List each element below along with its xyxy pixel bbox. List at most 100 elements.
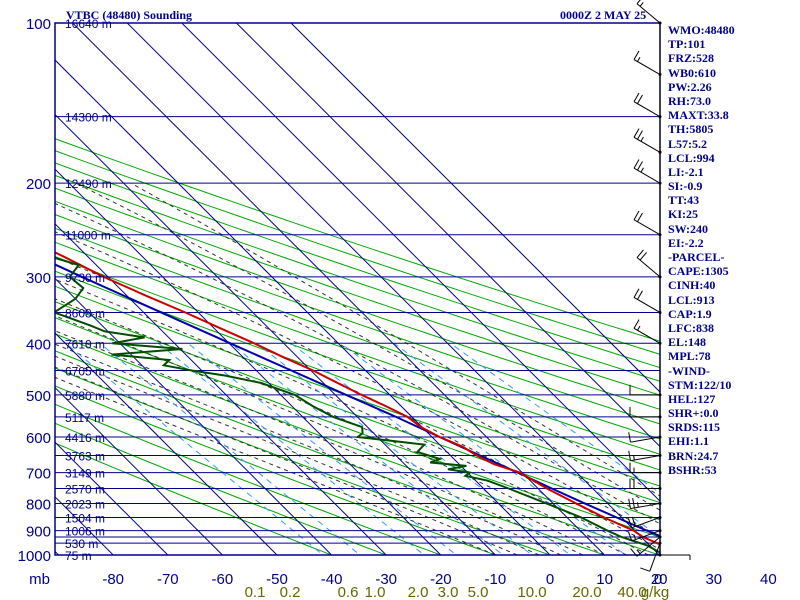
date-title: 0000Z 2 MAY 25 — [560, 8, 647, 22]
index-item: LCL:913 — [668, 292, 715, 307]
wind-barb — [629, 462, 662, 475]
wind-barb-flag — [633, 288, 640, 298]
mixing-ratio-label: 40.0 — [617, 584, 646, 600]
height-label: 3763 m — [65, 449, 105, 463]
wind-barb — [629, 406, 662, 419]
wind-barb-flag — [633, 454, 635, 461]
wind-barb-dot — [658, 393, 662, 397]
wind-profile — [627, 0, 691, 572]
height-label: 1504 m — [65, 511, 105, 525]
wind-barb-flag — [631, 516, 637, 527]
height-label: 2570 m — [65, 483, 105, 497]
wind-barb-shaft — [633, 136, 661, 153]
index-item: RH:73.0 — [668, 93, 711, 108]
isotherm — [55, 223, 387, 555]
wind-barb-dot — [658, 541, 662, 545]
wind-barb-dot — [658, 453, 662, 457]
wind-barb — [633, 50, 662, 77]
isotherm — [72, 23, 605, 555]
wind-barb-flag — [636, 0, 641, 5]
mixing-ratio-label: 1.0 — [365, 584, 386, 600]
temperature-tick-label: -30 — [375, 571, 397, 588]
index-item: FRZ:528 — [668, 51, 714, 66]
wind-barb-dot — [658, 233, 662, 237]
wind-barb — [633, 128, 662, 154]
index-item: EI:-2.2 — [668, 235, 704, 250]
temperature-trace — [55, 251, 660, 546]
height-label: 7610 m — [65, 337, 105, 351]
wind-barb-flag — [637, 212, 643, 222]
wind-barb-dot — [658, 73, 662, 77]
wind-barb-shaft — [636, 3, 661, 24]
mixing-ratio-line — [158, 342, 426, 555]
wind-barb-shaft — [631, 530, 661, 542]
temperature-tick-label: 0 — [654, 571, 662, 588]
wind-barb-shaft — [633, 101, 661, 118]
index-item: HEL:127 — [668, 391, 716, 406]
index-item: CAPE:1305 — [668, 264, 729, 279]
index-item: EL:148 — [668, 335, 707, 350]
wind-barb-flag — [630, 548, 638, 557]
height-label: 9730 m — [65, 271, 105, 285]
dry-adiabat — [55, 150, 660, 355]
dry-adiabat — [55, 187, 660, 396]
mixing-ratio-line — [290, 342, 572, 555]
index-item: TP:101 — [668, 37, 706, 52]
temperature-tick-label: -50 — [266, 571, 288, 588]
wind-barb — [628, 450, 662, 462]
mixing-ratio-line — [65, 342, 324, 555]
index-item: LI:-2.1 — [668, 164, 704, 179]
isotherm — [236, 23, 660, 448]
wind-barb-flag — [639, 252, 647, 261]
mixing-ratio-label: 10.0 — [517, 584, 546, 600]
height-label: 5117 m — [65, 411, 104, 425]
height-label: 75 m — [65, 549, 92, 563]
isotherm — [181, 23, 660, 502]
isotherm — [0, 23, 4, 555]
height-label: 1006 m — [65, 525, 105, 539]
dry-adiabat — [55, 350, 607, 555]
wind-barb — [629, 478, 662, 491]
wind-barb-flag — [636, 502, 639, 508]
wind-barb-flag — [633, 534, 637, 540]
isotherm — [55, 441, 169, 555]
mixing-ratio-label: 0.1 — [245, 584, 266, 600]
temperature-tick-label: 30 — [705, 571, 722, 588]
index-item: PW:2.26 — [668, 79, 712, 94]
wind-barb-flag — [637, 130, 643, 140]
wind-barb-flag — [628, 498, 631, 509]
temperature-tick-label: -80 — [102, 571, 124, 588]
height-label: 530 m — [65, 537, 98, 551]
temperature-tick-label: -60 — [212, 571, 234, 588]
dry-adiabat — [55, 174, 660, 382]
wind-barb-dot — [658, 341, 662, 345]
wind-barb-flag — [633, 319, 640, 329]
station-title: VTBC (48480) Sounding — [66, 8, 193, 22]
pressure-tick-label: 700 — [26, 466, 51, 483]
mixing-ratio-label: 20.0 — [572, 584, 601, 600]
wind-barb-flag — [640, 167, 644, 173]
wind-barb-shaft — [633, 297, 661, 313]
wind-barb-flag — [640, 136, 644, 142]
wind-barb-shaft — [633, 167, 661, 184]
mixing-ratio-line — [99, 342, 361, 555]
wind-barb — [636, 0, 662, 25]
wind-barb-shaft — [630, 454, 661, 462]
wind-barb-dot — [658, 529, 662, 533]
wind-barb — [628, 432, 662, 443]
index-item: EHI:1.1 — [668, 434, 710, 449]
height-label: 5880 m — [65, 389, 105, 403]
pressure-tick-label: 800 — [26, 496, 51, 513]
wind-barb-dot — [658, 435, 662, 439]
isotherm — [290, 23, 660, 393]
index-item: WB0:610 — [668, 65, 716, 80]
index-item: CAP:1.9 — [668, 306, 712, 321]
moist-adiabat — [55, 298, 627, 555]
wind-barb-flag — [637, 94, 643, 104]
wind-barb-dot — [658, 115, 662, 119]
height-label: 16640 m — [65, 17, 112, 31]
wind-barb — [633, 159, 662, 185]
index-item: SHR+:0.0 — [668, 406, 719, 421]
dry-adiabat — [55, 403, 443, 555]
